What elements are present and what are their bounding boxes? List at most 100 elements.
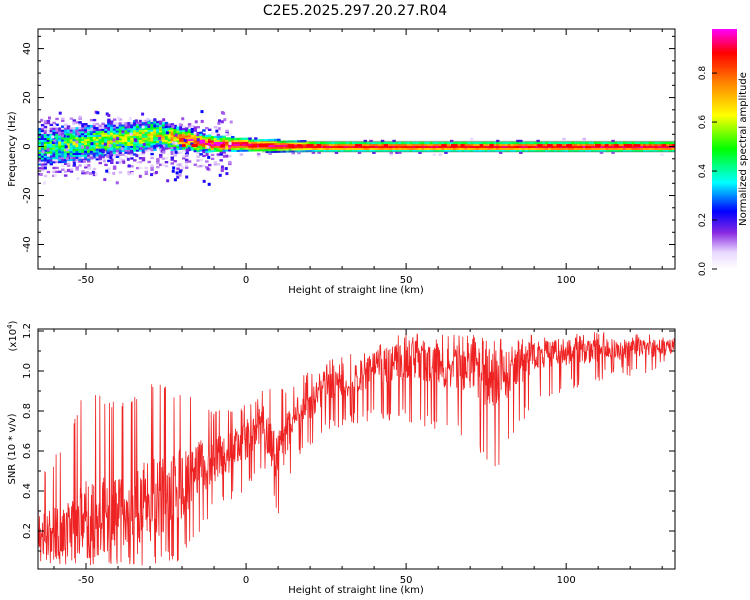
- heatmap-cell: [84, 140, 88, 144]
- heatmap-cell: [530, 147, 535, 151]
- heatmap-noise-cell: [176, 173, 180, 177]
- heatmap-cell: [118, 128, 123, 131]
- heatmap-cell: [72, 152, 77, 156]
- heatmap-cell: [242, 139, 247, 142]
- snr-yscale-label: (x104): [6, 320, 19, 351]
- heatmap-cell: [58, 152, 62, 156]
- heatmap-cell: [262, 139, 267, 142]
- heatmap-cell: [642, 147, 647, 151]
- heatmap-cell: [657, 147, 661, 151]
- heatmap-cell: [138, 137, 143, 140]
- heatmap-cell: [245, 137, 249, 140]
- heatmap-cell: [124, 131, 128, 135]
- heatmap-cell: [84, 123, 88, 126]
- heatmap-cell: [92, 173, 97, 177]
- heatmap-cell: [403, 143, 408, 147]
- heatmap-cell: [101, 124, 105, 127]
- heatmap-cell: [199, 153, 203, 156]
- heatmap-cell: [562, 149, 566, 152]
- heatmap-cell: [78, 123, 82, 126]
- heatmap-cell: [52, 155, 56, 158]
- heatmap-cell: [153, 140, 157, 144]
- heatmap-cell: [187, 130, 192, 134]
- heatmap-cell: [38, 135, 42, 139]
- heatmap-cell: [236, 137, 241, 141]
- heatmap-cell: [657, 145, 661, 149]
- heatmap-cell: [268, 144, 272, 148]
- heatmap-cell: [118, 118, 123, 121]
- heatmap-cell: [343, 149, 347, 152]
- heatmap-cell: [101, 134, 105, 137]
- heatmap-cell: [202, 144, 206, 148]
- heatmap-cell: [242, 141, 247, 144]
- heatmap-cell: [602, 145, 607, 149]
- heatmap-cell: [98, 132, 102, 135]
- heatmap-cell: [156, 130, 160, 134]
- heatmap-cell: [63, 127, 68, 130]
- heatmap-cell: [121, 126, 126, 129]
- heatmap-cell: [81, 123, 85, 126]
- heatmap-cell: [107, 159, 111, 163]
- heatmap-cell: [366, 143, 370, 147]
- heatmap-cell: [556, 141, 561, 145]
- heatmap-cell: [156, 132, 160, 135]
- heatmap-cell: [199, 143, 203, 146]
- heatmap-cell: [38, 143, 42, 146]
- heatmap-cell: [524, 149, 529, 152]
- heatmap-cell: [429, 149, 434, 152]
- heatmap-noise-cell: [43, 181, 47, 185]
- heatmap-cell: [66, 142, 71, 146]
- heatmap-cell: [282, 150, 287, 153]
- heatmap-cell: [112, 149, 117, 153]
- heatmap-cell: [435, 149, 440, 152]
- heatmap-noise-cell: [174, 133, 178, 137]
- heatmap-cell: [43, 137, 48, 140]
- heatmap-cell: [43, 159, 48, 162]
- heatmap-cell: [660, 147, 664, 151]
- heatmap-cell: [40, 161, 45, 164]
- heatmap-cell: [236, 147, 241, 150]
- heatmap-cell: [107, 130, 111, 133]
- heatmap-cell: [72, 154, 77, 157]
- heatmap-cell: [403, 145, 408, 149]
- heatmap-cell: [277, 142, 281, 145]
- heatmap-cell: [40, 147, 45, 150]
- heatmap-cell: [317, 141, 321, 145]
- heatmap-cell: [366, 141, 370, 145]
- heatmap-cell: [625, 147, 630, 151]
- heatmap-cell: [66, 129, 71, 132]
- heatmap-cell: [156, 158, 160, 161]
- heatmap-cell: [66, 164, 71, 167]
- heatmap-cell: [118, 134, 123, 137]
- heatmap-cell: [150, 147, 154, 150]
- heatmap-cell: [432, 145, 437, 149]
- heatmap-cell: [228, 147, 232, 150]
- heatmap-noise-cell: [183, 138, 187, 142]
- heatmap-cell: [542, 149, 546, 152]
- heatmap-cell: [69, 148, 74, 152]
- heatmap-cell: [470, 145, 474, 149]
- heatmap-cell: [141, 149, 146, 152]
- heatmap-peak-cell: [546, 144, 553, 148]
- heatmap-cell: [72, 144, 77, 148]
- heatmap-cell: [277, 148, 281, 151]
- heatmap-cell: [277, 150, 281, 153]
- heatmap-cell: [112, 126, 117, 129]
- heatmap-cell: [513, 149, 517, 152]
- heatmap-cell: [81, 134, 85, 138]
- heatmap-noise-cell: [139, 146, 143, 150]
- heatmap-cell: [363, 143, 368, 147]
- x-tick-label: 100: [557, 575, 576, 586]
- heatmap-cell: [199, 145, 203, 148]
- heatmap-cell: [547, 149, 552, 152]
- heatmap-cell: [504, 143, 509, 147]
- heatmap-cell: [156, 136, 160, 139]
- heatmap-cell: [184, 166, 189, 169]
- heatmap-cell: [144, 143, 149, 146]
- heatmap-cell: [259, 139, 264, 142]
- heatmap-cell: [55, 166, 59, 170]
- heatmap-cell: [66, 146, 71, 150]
- heatmap-cell: [176, 142, 180, 145]
- heatmap-cell: [645, 147, 650, 151]
- heatmap-cell: [461, 147, 465, 151]
